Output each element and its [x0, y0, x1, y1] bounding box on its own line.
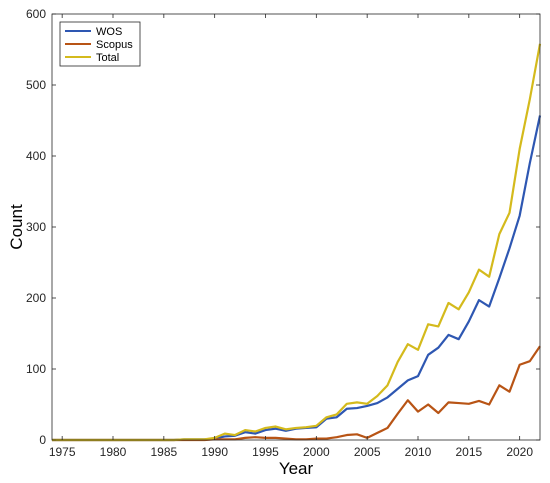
plot-area	[52, 14, 540, 440]
y-axis-title: Count	[7, 204, 26, 250]
x-tick-label: 2005	[354, 445, 381, 459]
x-tick-label: 2000	[303, 445, 330, 459]
y-tick-label: 500	[26, 78, 46, 92]
y-tick-label: 200	[26, 291, 46, 305]
legend-label-wos: WOS	[96, 26, 122, 38]
y-tick-label: 100	[26, 362, 46, 376]
x-tick-label: 1990	[201, 445, 228, 459]
x-tick-label: 2020	[506, 445, 533, 459]
x-tick-label: 1975	[49, 445, 76, 459]
x-axis-title: Year	[279, 459, 314, 478]
x-tick-label: 2015	[455, 445, 482, 459]
legend-label-scopus: Scopus	[96, 39, 133, 51]
plot-background	[52, 14, 540, 440]
x-tick-label: 1995	[252, 445, 279, 459]
x-tick-label: 1985	[150, 445, 177, 459]
x-tick-label: 1980	[100, 445, 127, 459]
y-tick-label: 300	[26, 220, 46, 234]
legend-label-total: Total	[96, 52, 119, 64]
y-tick-label: 0	[39, 433, 46, 447]
y-tick-label: 600	[26, 7, 46, 21]
x-tick-label: 2010	[405, 445, 432, 459]
ticks-layer: 1975 1980 1985 1990 1995 2000 2005 2010 2015 2020…	[26, 7, 540, 459]
y-tick-label: 400	[26, 149, 46, 163]
